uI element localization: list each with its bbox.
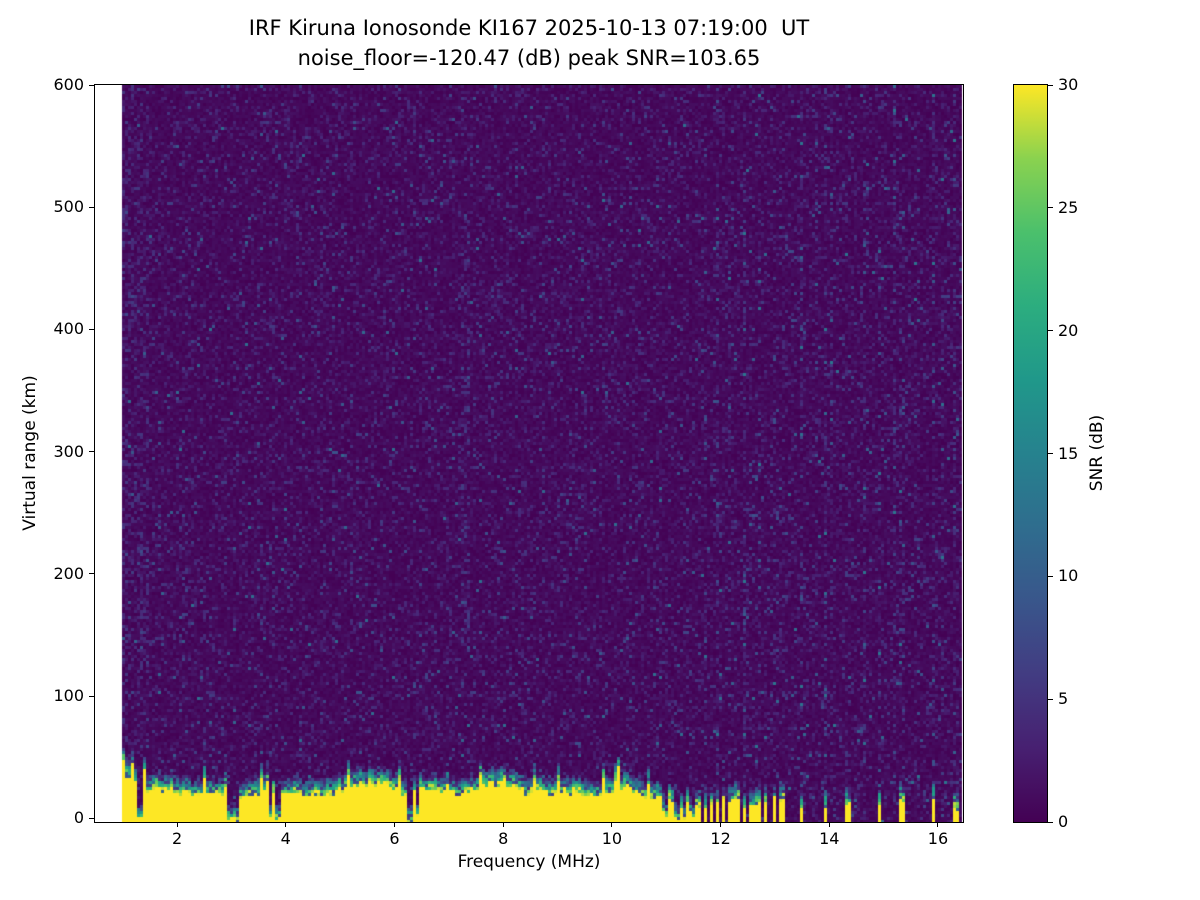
colorbar-tick-mark <box>1048 575 1053 577</box>
x-tick-label: 14 <box>819 829 840 848</box>
colorbar-tick-mark <box>1048 330 1053 332</box>
x-tick-label: 8 <box>498 829 509 848</box>
y-tick-mark <box>89 817 94 819</box>
y-tick-label: 100 <box>53 686 84 706</box>
x-tick-mark <box>285 823 287 827</box>
y-tick-mark <box>89 328 94 330</box>
x-axis-label: Frequency (MHz) <box>457 852 601 872</box>
colorbar-tick-label: 15 <box>1058 443 1079 463</box>
colorbar-tick-mark <box>1048 453 1053 454</box>
y-tick-mark <box>89 451 94 453</box>
colorbar-tick-label: 30 <box>1058 75 1079 94</box>
ionogram-heatmap <box>95 85 963 822</box>
colorbar-tick-label: 25 <box>1058 197 1079 217</box>
x-tick-mark <box>828 823 830 827</box>
x-tick-mark <box>720 823 722 827</box>
x-tick-mark <box>393 823 395 827</box>
y-tick-label: 600 <box>53 75 84 94</box>
x-tick-mark <box>937 823 939 827</box>
colorbar-tick-mark <box>1048 84 1053 86</box>
x-tick-mark <box>176 823 178 827</box>
colorbar-tick-label: 5 <box>1058 689 1069 709</box>
y-tick-label: 500 <box>53 197 84 217</box>
y-tick-label: 200 <box>53 563 84 583</box>
colorbar-tick-mark <box>1048 821 1053 823</box>
y-tick-label: 0 <box>73 808 84 828</box>
y-tick-mark <box>89 206 94 208</box>
colorbar-tick-label: 20 <box>1058 320 1079 340</box>
colorbar-tick-label: 0 <box>1058 812 1069 831</box>
x-tick-label: 6 <box>389 829 400 848</box>
y-tick-label: 300 <box>53 441 84 461</box>
x-tick-label: 10 <box>601 829 623 848</box>
colorbar-gradient <box>1013 84 1048 823</box>
chart-title: IRF Kiruna Ionosonde KI167 2025-10-13 07… <box>248 16 810 40</box>
x-tick-label: 16 <box>927 829 949 848</box>
colorbar-tick-label: 10 <box>1058 566 1079 586</box>
chart-subtitle: noise_floor=-120.47 (dB) peak SNR=103.65 <box>297 46 761 70</box>
y-tick-mark <box>89 573 94 575</box>
y-tick-mark <box>89 695 94 697</box>
x-tick-label: 4 <box>280 829 291 848</box>
y-tick-mark <box>89 84 94 86</box>
colorbar-tick-mark <box>1048 698 1053 700</box>
x-tick-mark <box>611 823 613 827</box>
x-tick-label: 2 <box>171 829 183 848</box>
colorbar-tick-mark <box>1048 207 1053 209</box>
y-tick-label: 400 <box>53 319 84 339</box>
x-tick-label: 12 <box>710 829 731 848</box>
x-tick-mark <box>502 823 504 827</box>
